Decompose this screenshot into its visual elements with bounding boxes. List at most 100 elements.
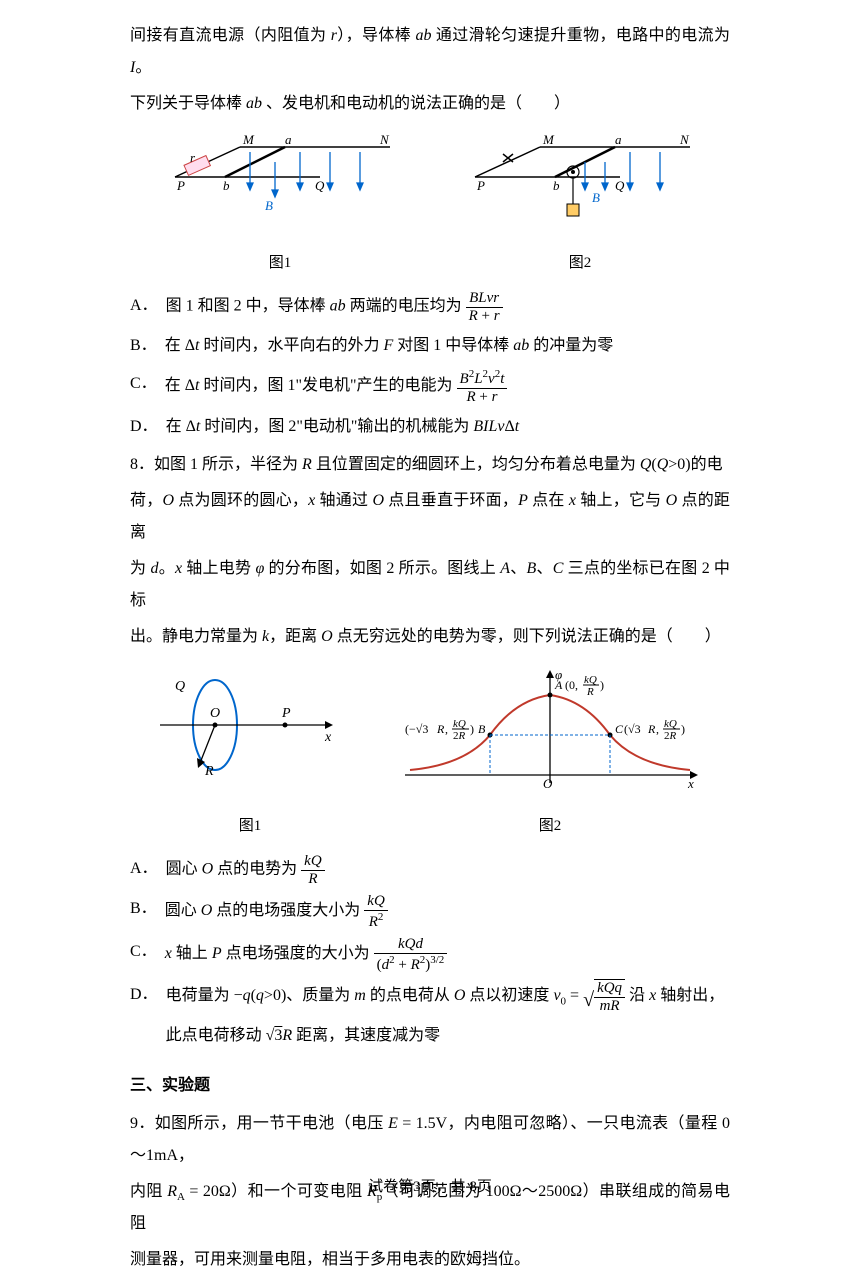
svg-text:): ): [600, 678, 604, 692]
text: 电荷量为 −q(q>0)、质量为 m 的点电荷从 O 点以初速度 v0 = √k…: [166, 979, 730, 1052]
option-text: 图 1 和图 2 中，导体棒 ab 两端的电压均为 BLvrR + r: [166, 290, 730, 324]
svg-text:kQ: kQ: [664, 718, 677, 730]
var: m: [354, 987, 366, 1004]
svg-text:(0,: (0,: [565, 678, 578, 692]
text: 的分布图，如图 2 所示。图线上: [264, 560, 500, 577]
sqrt3R: √3R: [266, 1027, 293, 1044]
q8-stem-2: 荷，O 点为圆环的圆心，x 轴通过 O 点且垂直于环面，P 点在 x 轴上，它与…: [130, 485, 730, 549]
text: 在 Δ: [166, 418, 196, 435]
text: >0): [668, 456, 690, 473]
svg-text:): ): [681, 722, 685, 736]
text: 下列关于导体棒: [130, 95, 246, 112]
var: R: [302, 456, 312, 473]
svg-text:C: C: [615, 722, 624, 736]
q8-stem: 8．如图 1 所示，半径为 R 且位置固定的细圆环上，均匀分布着总电量为 Q(Q…: [130, 449, 730, 481]
svg-text:,: ,: [445, 722, 448, 736]
q7-option-d: D． 在 Δt 时间内，图 2"电动机"输出的机械能为 BILvΔt: [130, 411, 730, 443]
fraction: kQR2: [364, 893, 388, 930]
text: 、发电机和电动机的说法正确的是（ ）: [262, 95, 570, 112]
var: Q: [640, 456, 652, 473]
svg-text:x: x: [324, 730, 332, 745]
circuit-diagram-1: r a b M N P Q B: [165, 132, 395, 232]
svg-text:R: R: [647, 722, 656, 736]
q7-figures: r a b M N P Q B 图1 a: [130, 132, 730, 278]
svg-text:kQ: kQ: [453, 718, 466, 730]
label: A．: [130, 853, 158, 885]
text: 在 Δ: [165, 377, 195, 394]
text: 轴上电势: [182, 560, 255, 577]
svg-text:B: B: [265, 198, 273, 213]
t: 轴上: [172, 945, 212, 962]
t: 距离，其速度减为零: [292, 1027, 440, 1044]
q7-fig2: a b M N P Q B 图2: [465, 132, 695, 278]
expr: BILv: [473, 418, 504, 435]
svg-text:O: O: [543, 776, 553, 791]
svg-text:x: x: [687, 776, 694, 791]
var: P: [518, 492, 528, 509]
t: 点以初速度: [465, 987, 553, 1004]
text: 点为圆环的圆心，: [174, 492, 308, 509]
text: 且位置固定的细圆环上，均匀分布着总电量为: [312, 456, 640, 473]
caption: 图2: [395, 811, 705, 841]
var: q: [243, 987, 251, 1004]
t: 此点电荷移动: [166, 1027, 266, 1044]
var: F: [383, 337, 393, 354]
var: A: [500, 560, 510, 577]
var: E: [388, 1115, 398, 1132]
text: 间接有直流电源（内阻值为: [130, 27, 331, 44]
svg-text:R: R: [586, 686, 594, 698]
svg-text:): ): [470, 722, 474, 736]
t: 点电场强度的大小为: [222, 945, 374, 962]
q9-line-1: 9．如图所示，用一节干电池（电压 E = 1.5V，内电阻可忽略）、一只电流表（…: [130, 1108, 730, 1172]
ring-diagram: O P x R Q: [155, 665, 345, 795]
var: O: [162, 492, 174, 509]
svg-text:R: R: [436, 722, 445, 736]
q8-option-b: B． 圆心 O 点的电场强度大小为 kQR2: [130, 893, 730, 930]
svg-text:P: P: [476, 178, 485, 193]
option-text: 在 Δt 时间内，图 2"电动机"输出的机械能为 BILvΔt: [166, 411, 730, 443]
q8-stem-4: 出。静电力常量为 k，距离 O 点无穷远处的电势为零，则下列说法正确的是（ ）: [130, 621, 730, 653]
text: 通过滑轮匀速提升重物，电路中的电流为: [431, 27, 730, 44]
q8-figures: O P x R Q 图1 A (0, kQ R ): [130, 665, 730, 841]
option-text: 在 Δt 时间内，水平向右的外力 F 对图 1 中导体棒 ab 的冲量为零: [165, 330, 730, 362]
label: B．: [130, 893, 157, 925]
qnum: 8．: [130, 456, 154, 473]
var: q: [256, 987, 264, 1004]
svg-text:kQ: kQ: [584, 674, 597, 686]
svg-text:Q: Q: [175, 679, 185, 694]
text: 对图 1 中导体棒: [393, 337, 513, 354]
text: 圆心 O 点的电势为 kQR: [166, 853, 730, 887]
text: 时间内，图 1"发电机"产生的电能为: [199, 377, 456, 394]
t: 沿: [629, 987, 649, 1004]
q8-fig2: A (0, kQ R ) (−√3 R , kQ 2R ) B C (√3 R …: [395, 665, 705, 841]
svg-text:B: B: [478, 722, 486, 736]
t: 圆心: [165, 902, 201, 919]
svg-text:Q: Q: [615, 178, 625, 193]
svg-text:B: B: [592, 190, 600, 205]
t: 如图所示，用一节干电池（电压: [155, 1115, 388, 1132]
t: 点的电场强度大小为: [212, 902, 364, 919]
text: 时间内，图 2"电动机"输出的机械能为: [200, 418, 473, 435]
text: 出。静电力常量为: [130, 628, 262, 645]
fraction: B2L2v2tR + r: [457, 368, 508, 405]
svg-text:b: b: [223, 178, 230, 193]
var: O: [201, 902, 213, 919]
section-3-title: 三、实验题: [130, 1070, 730, 1102]
q9-line-3: 测量器，可用来测量电阻，相当于多用电表的欧姆挡位。: [130, 1244, 730, 1276]
svg-text:2R: 2R: [453, 730, 466, 742]
text: 点无穷远处的电势为零，则下列说法正确的是（ ）: [333, 628, 721, 645]
t: 电荷量为 −: [166, 987, 243, 1004]
q7-option-c: C． 在 Δt 时间内，图 1"发电机"产生的电能为 B2L2v2tR + r: [130, 368, 730, 405]
q7-option-a: A． 图 1 和图 2 中，导体棒 ab 两端的电压均为 BLvrR + r: [130, 290, 730, 324]
var: v: [553, 987, 560, 1004]
text: 轴通过: [315, 492, 372, 509]
svg-text:(√3: (√3: [624, 722, 641, 736]
var: x: [165, 945, 172, 962]
caption: 图1: [155, 811, 345, 841]
svg-text:M: M: [542, 132, 555, 147]
text: 在 Δ: [165, 337, 195, 354]
svg-text:M: M: [242, 132, 255, 147]
svg-text:N: N: [379, 132, 390, 147]
text: 。: [135, 59, 151, 76]
q8-option-c: C． x 轴上 P 点电场强度的大小为 kQd(d2 + R2)3/2: [130, 936, 730, 973]
